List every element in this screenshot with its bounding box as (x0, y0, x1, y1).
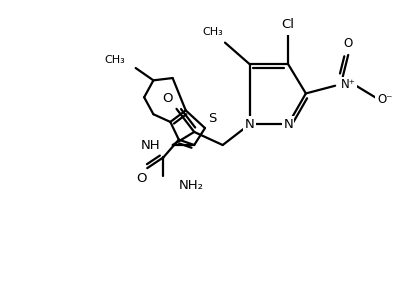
Text: N: N (283, 118, 293, 131)
Text: Cl: Cl (282, 18, 295, 31)
Text: NH: NH (141, 139, 161, 152)
Text: N: N (245, 118, 255, 131)
Text: N⁺: N⁺ (341, 78, 356, 91)
Text: O⁻: O⁻ (377, 93, 393, 106)
Text: NH₂: NH₂ (179, 179, 204, 191)
Text: CH₃: CH₃ (202, 27, 223, 37)
Text: O: O (344, 37, 353, 50)
Text: CH₃: CH₃ (104, 55, 125, 65)
Text: O: O (136, 172, 146, 185)
Text: O: O (162, 92, 173, 104)
Text: S: S (209, 112, 217, 125)
